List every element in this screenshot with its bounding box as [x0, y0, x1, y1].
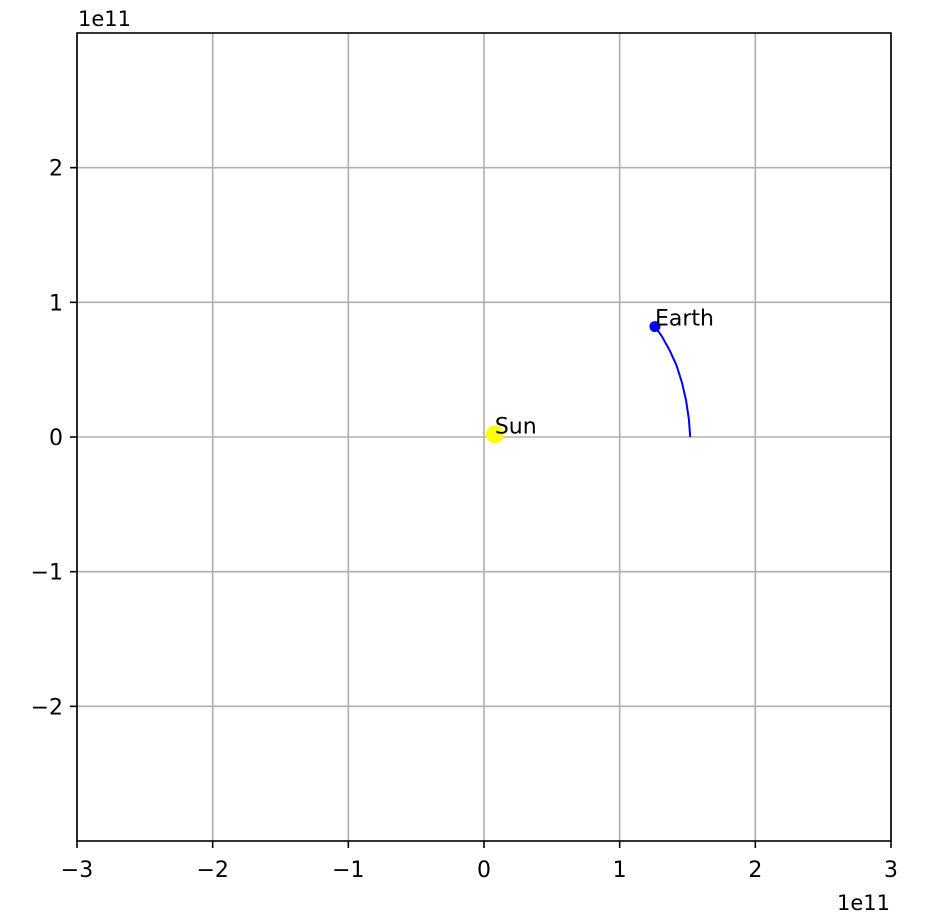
trail-layer — [654, 326, 692, 438]
y-tick-label: −2 — [31, 695, 63, 720]
body-layer: Sun Earth — [485, 307, 714, 444]
x-tick-label: 2 — [748, 858, 762, 883]
earth-orbit-trail — [654, 326, 692, 438]
earth-label: Earth — [655, 307, 714, 332]
x-tick-label: 3 — [884, 858, 898, 883]
y-tick-label: 0 — [49, 426, 63, 451]
x-tick-label: −2 — [196, 858, 228, 883]
earth-marker — [649, 321, 661, 333]
sun-label: Sun — [495, 414, 537, 439]
x-tick-label: 1 — [613, 858, 627, 883]
x-tick-label: −1 — [332, 858, 364, 883]
grid-layer — [76, 33, 892, 841]
x-tick-label: 0 — [477, 858, 491, 883]
sun-marker — [485, 425, 504, 444]
x-offset-label: 1e11 — [837, 891, 890, 915]
y-tick-label: −1 — [31, 561, 63, 586]
x-tick-label: −3 — [61, 858, 93, 883]
tick-layer: −3 −2 −1 0 1 2 3 −2 −1 0 1 2 — [31, 157, 898, 883]
y-offset-label: 1e11 — [78, 7, 131, 31]
y-tick-label: 2 — [49, 157, 63, 182]
y-tick-label: 1 — [49, 291, 63, 316]
